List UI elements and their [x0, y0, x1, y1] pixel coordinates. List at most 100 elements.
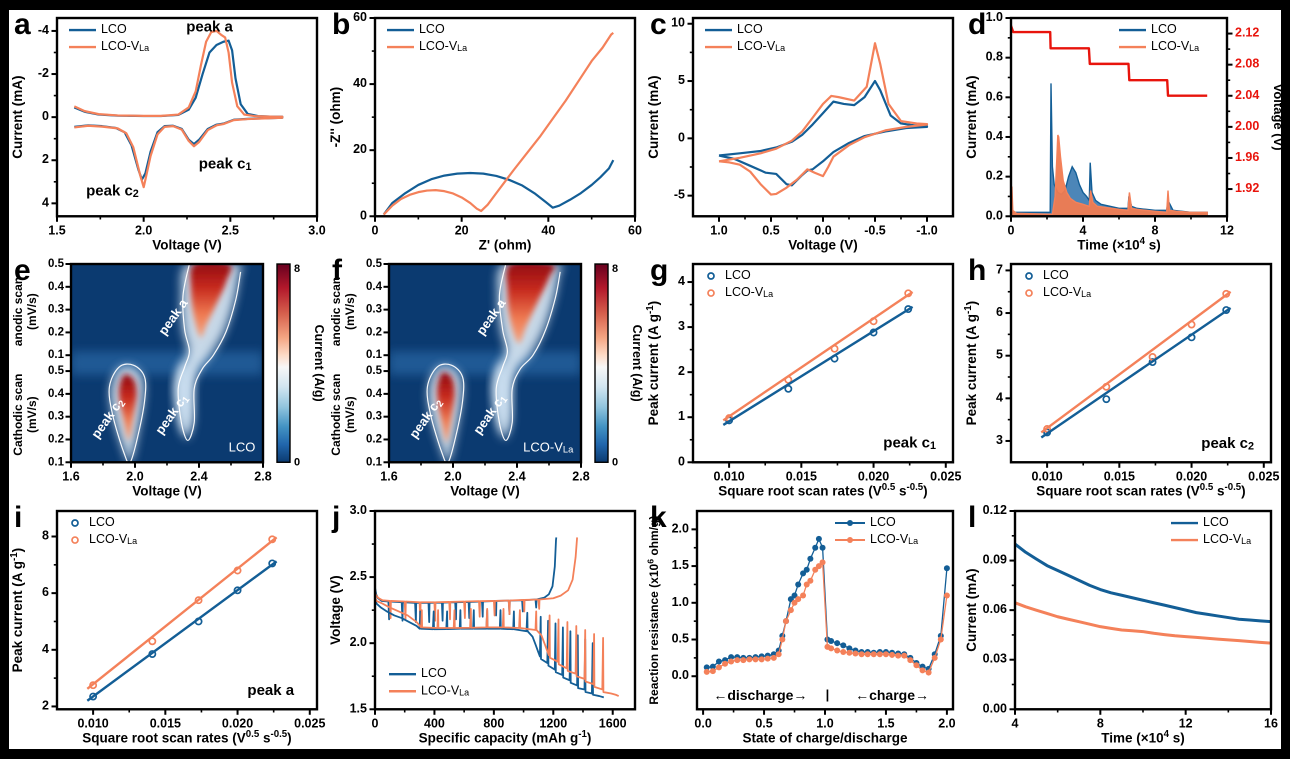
svg-text:LCO-VLa: LCO-VLa — [523, 440, 574, 455]
svg-text:LCO: LCO — [870, 515, 896, 529]
svg-text:peak c2: peak c2 — [86, 182, 139, 199]
series-layer — [375, 536, 620, 698]
panel-letter-h: h — [968, 256, 987, 288]
svg-text:1.6: 1.6 — [380, 469, 397, 483]
svg-text:0.8: 0.8 — [986, 50, 1003, 64]
svg-text:40: 40 — [541, 223, 555, 237]
svg-text:1: 1 — [678, 410, 685, 424]
svg-text:State of charge/discharge: State of charge/discharge — [743, 730, 908, 745]
panel-letter-k: k — [650, 502, 667, 534]
svg-text:peak a: peak a — [186, 19, 233, 36]
panel-letter-l: l — [968, 502, 977, 534]
svg-text:1600: 1600 — [599, 716, 627, 730]
svg-text:20: 20 — [353, 142, 367, 156]
svg-text:7: 7 — [996, 263, 1003, 277]
axes: 0 4 8 12 0.0 0.2 0.4 0.6 0.8 1.0 1.92 1.96 2.00 2.04 2… — [964, 10, 1281, 252]
svg-text:0.010: 0.010 — [713, 469, 744, 483]
panel-letter-j: j — [332, 502, 341, 534]
svg-text:2: 2 — [678, 365, 685, 379]
series-layer — [1040, 290, 1232, 439]
svg-text:1.5: 1.5 — [877, 716, 894, 730]
panel-d: d 0 4 8 12 0.0 0.2 0.4 0.6 0.8 1.0 1.92 1.96 2.00 2.0… — [963, 10, 1281, 257]
svg-text:-4: -4 — [38, 23, 49, 37]
svg-text:LCO: LCO — [419, 22, 445, 36]
svg-text:20: 20 — [455, 223, 469, 237]
svg-text:0.2: 0.2 — [986, 169, 1003, 183]
panel-i: i 0.010 0.015 0.020 0.025 2 4 6 8 Square root sc… — [9, 502, 327, 749]
svg-text:0.3: 0.3 — [366, 411, 382, 423]
svg-text:2: 2 — [42, 698, 49, 712]
svg-text:0.00: 0.00 — [983, 701, 1007, 715]
svg-text:peak c1: peak c1 — [883, 435, 936, 452]
panel-letter-f: f — [332, 256, 342, 288]
svg-text:|: | — [826, 687, 830, 702]
series-fit1 — [86, 560, 278, 702]
svg-text:4: 4 — [1080, 223, 1087, 237]
svg-text:0.2: 0.2 — [366, 327, 382, 339]
svg-text:2.04: 2.04 — [1235, 88, 1259, 102]
chart-peak-current-c1: 0.010 0.015 0.020 0.025 0 1 2 3 4 Square root sca… — [645, 263, 961, 499]
svg-text:Time (×104 s): Time (×104 s) — [1101, 729, 1185, 745]
svg-text:1.5: 1.5 — [672, 558, 689, 572]
svg-text:0: 0 — [372, 223, 379, 237]
svg-text:0: 0 — [678, 455, 685, 469]
panel-letter-d: d — [968, 10, 987, 41]
svg-text:2.0: 2.0 — [350, 635, 367, 649]
svg-text:5: 5 — [996, 348, 1003, 362]
svg-text:2.0: 2.0 — [126, 469, 143, 483]
svg-text:-5: -5 — [674, 188, 685, 202]
chart-peak-current-a: 0.010 0.015 0.020 0.025 2 4 6 8 Square root scan… — [9, 509, 325, 745]
svg-text:Current (A/g): Current (A/g) — [312, 325, 326, 402]
svg-text:0: 0 — [360, 209, 367, 223]
svg-text:Voltage (V): Voltage (V) — [788, 237, 857, 252]
svg-text:Z' (ohm): Z' (ohm) — [479, 237, 532, 252]
panel-h: h 0.010 0.015 0.020 0.025 3 4 5 6 7 Square root s… — [963, 256, 1281, 503]
svg-text:←discharge→: ←discharge→ — [713, 686, 807, 702]
svg-text:0.0: 0.0 — [694, 716, 711, 730]
svg-text:-2: -2 — [38, 66, 49, 80]
svg-text:2.4: 2.4 — [190, 469, 207, 483]
svg-text:0.3: 0.3 — [366, 304, 382, 316]
svg-text:LCO-VLa: LCO-VLa — [1203, 532, 1251, 546]
series-LCO — [73, 39, 284, 181]
svg-text:1200: 1200 — [539, 716, 567, 730]
svg-text:0.020: 0.020 — [1176, 469, 1207, 483]
svg-text:0.09: 0.09 — [983, 553, 1007, 567]
panel-letter-g: g — [650, 256, 669, 288]
svg-text:2.0: 2.0 — [672, 521, 689, 535]
svg-text:Cathodic scan: Cathodic scan — [11, 374, 25, 456]
series-LCO-V_{La} — [73, 29, 284, 189]
svg-text:0.025: 0.025 — [930, 469, 961, 483]
chart-eis-nyquist: 0 20 40 60 0 20 40 60 Z' (ohm) -Z'' (ohm) LCO LCO-V… — [328, 10, 642, 252]
chart-current-voltage-time: 0 4 8 12 0.0 0.2 0.4 0.6 0.8 1.0 1.92 1.96 2.00 2.04 2… — [964, 10, 1281, 252]
svg-text:0.5: 0.5 — [366, 258, 383, 270]
svg-text:4: 4 — [42, 196, 49, 210]
svg-text:(mV/s): (mV/s) — [343, 294, 357, 331]
axes: 1.0 0.5 0.0 -0.5 -1.0 -5 0 5 10 Voltage (V) Curren… — [646, 16, 955, 252]
svg-text:-1.0: -1.0 — [916, 223, 938, 237]
chart-cv-symmetric-cell: 1.0 0.5 0.0 -0.5 -1.0 -5 0 5 10 Voltage (V) Curren… — [646, 16, 955, 252]
svg-text:1.6: 1.6 — [62, 469, 79, 483]
svg-text:Current (mA): Current (mA) — [964, 75, 979, 158]
series-LCO-V-discharge — [375, 596, 620, 697]
svg-text:0.015: 0.015 — [786, 469, 817, 483]
svg-text:0.025: 0.025 — [1248, 469, 1279, 483]
svg-text:2.08: 2.08 — [1235, 57, 1259, 71]
svg-text:0.06: 0.06 — [983, 602, 1007, 616]
chart-gitt-voltage-capacity: 0 400 800 1200 1600 1.5 2.0 2.5 3.0 Specific capa… — [328, 503, 637, 745]
svg-text:anodic scan: anodic scan — [11, 277, 25, 346]
chart-reaction-resistance: 0.0 0.5 1.0 1.5 2.0 0.0 0.5 1.0 1.5 2.0 State of c… — [645, 509, 956, 745]
panel-letter-i: i — [14, 502, 23, 534]
svg-text:8: 8 — [1097, 716, 1104, 730]
svg-text:10: 10 — [671, 16, 685, 30]
axes: 0 20 40 60 0 20 40 60 Z' (ohm) -Z'' (ohm) — [328, 10, 642, 252]
axes: 0.010 0.015 0.020 0.025 0 1 2 3 4 Square root sca… — [645, 263, 961, 499]
series-fit1 — [722, 306, 914, 427]
svg-text:anodic scan: anodic scan — [329, 277, 343, 346]
axes: 1.6 2.0 2.4 2.8 0.5 0.4 0.3 0.2 0.1 0.5 0.4 0.3 0.2 0… — [11, 258, 272, 498]
series-layer — [1015, 542, 1271, 645]
svg-text:0.1: 0.1 — [366, 457, 383, 469]
svg-text:peak a: peak a — [247, 681, 294, 698]
svg-text:Voltage (V): Voltage (V) — [152, 237, 221, 252]
